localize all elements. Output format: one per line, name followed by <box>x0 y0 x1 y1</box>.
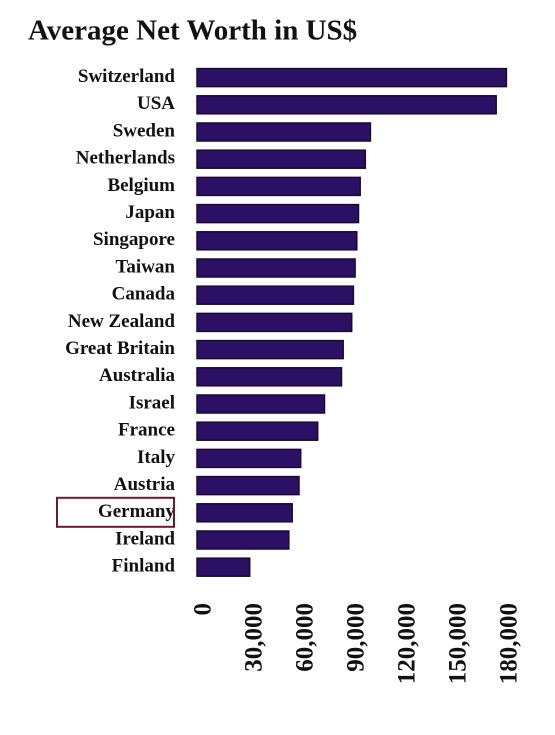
x-tick-label: 60,000 <box>292 603 319 672</box>
y-tick-label: USA <box>137 93 175 114</box>
bar <box>196 557 251 577</box>
bar <box>196 394 326 414</box>
bar <box>196 530 290 550</box>
y-tick-label: Switzerland <box>78 66 176 87</box>
bar <box>196 203 360 224</box>
bar <box>196 258 356 278</box>
y-tick-label: Israel <box>129 392 175 413</box>
bar <box>196 475 300 496</box>
y-tick-label: Ireland <box>115 528 175 549</box>
y-tick-label: Italy <box>137 447 176 468</box>
y-tick-label: Australia <box>99 365 176 386</box>
bar <box>196 312 353 333</box>
y-tick-label: Finland <box>112 556 176 577</box>
y-tick-label: Germany <box>98 501 176 522</box>
y-tick-label: France <box>118 420 175 441</box>
bar <box>196 503 293 523</box>
bar <box>196 339 344 360</box>
y-tick-label: New Zealand <box>68 311 176 332</box>
y-tick-label: Taiwan <box>116 256 176 277</box>
bar <box>196 448 302 469</box>
bar <box>196 231 358 251</box>
bar <box>196 67 508 88</box>
bar <box>196 367 343 387</box>
y-tick-label: Belgium <box>107 175 175 196</box>
highlight-box <box>56 496 175 528</box>
y-tick-label: Austria <box>114 474 176 495</box>
y-tick-label: Canada <box>112 284 176 305</box>
y-tick-label: Great Britain <box>65 338 175 359</box>
bar <box>196 421 319 441</box>
x-tick-label: 180,000 <box>496 603 523 684</box>
x-tick-label: 90,000 <box>343 603 370 672</box>
chart-title: Average Net Worth in US$ <box>28 15 357 47</box>
y-tick-label: Netherlands <box>76 148 175 169</box>
x-tick-label: 150,000 <box>445 603 472 684</box>
y-tick-label: Sweden <box>113 120 176 141</box>
bar <box>196 95 497 115</box>
y-tick-label: Singapore <box>93 229 175 250</box>
x-tick-label: 30,000 <box>241 603 268 672</box>
x-tick-label: 0 <box>190 603 217 616</box>
bar <box>196 122 372 142</box>
bar <box>196 176 361 197</box>
bar <box>196 285 355 305</box>
x-tick-label: 120,000 <box>394 603 421 684</box>
y-tick-label: Japan <box>125 202 175 223</box>
bar <box>196 149 367 169</box>
